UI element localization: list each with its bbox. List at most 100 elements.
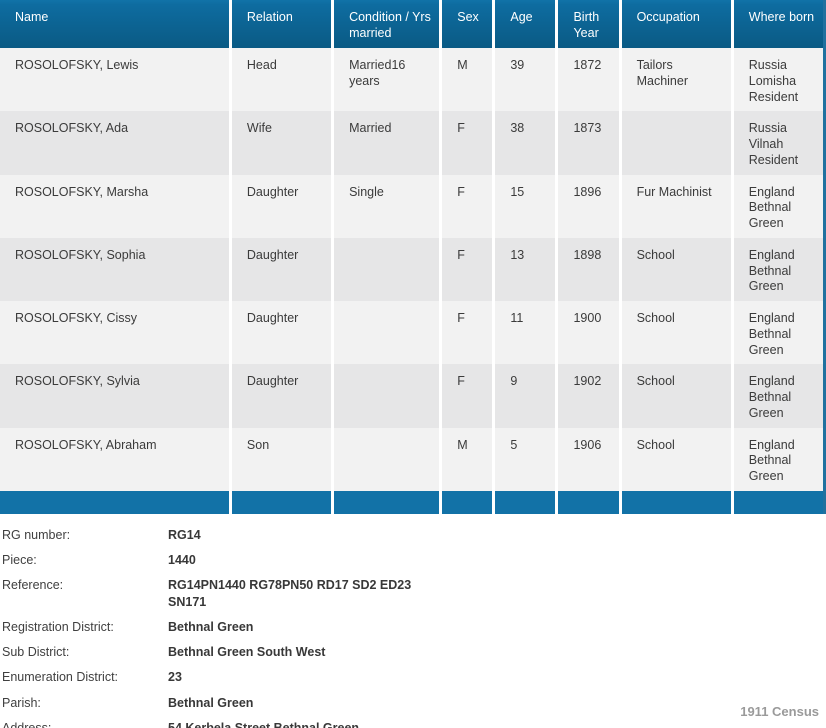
cell-age: 13 [492, 237, 557, 301]
detail-value: RG14PN1440 RG78PN50 RD17 SD2 ED23 SN171 [168, 578, 412, 609]
detail-label: Piece: [2, 553, 37, 567]
detail-value: Bethnal Green South West [168, 645, 326, 659]
table-row: ROSOLOFSKY, Sophia Daughter F 13 1898 Sc… [0, 237, 825, 301]
cell-birth-year: 1906 [555, 427, 621, 491]
detail-label: Address: [2, 720, 52, 728]
cell-where-born: Russia Lomisha Resident [730, 48, 825, 112]
cell-sex: M [439, 48, 494, 112]
table-row: ROSOLOFSKY, Abraham Son M 5 1906 School … [0, 427, 825, 491]
detail-value: RG14 [168, 527, 201, 542]
cell-condition [331, 427, 441, 491]
cell-age: 11 [492, 301, 557, 365]
detail-label: Reference: [2, 578, 64, 593]
cell-occupation: Tailors Machiner [618, 48, 733, 112]
cell-relation: Son [228, 427, 333, 491]
cell-condition [331, 364, 441, 428]
cell-age: 39 [492, 48, 557, 112]
cell-birth-year: 1902 [555, 364, 621, 428]
cell-condition [331, 301, 441, 365]
cell-sex: F [439, 237, 494, 301]
cell-age: 5 [492, 427, 557, 491]
census-table-footer-bar [0, 490, 825, 514]
detail-row-parish: Parish: Bethnal Green [2, 695, 826, 711]
footer-bar-row [0, 490, 825, 514]
column-header-relation: Relation [228, 0, 333, 48]
cell-age: 38 [492, 111, 557, 175]
cell-where-born: England Bethnal Green [730, 427, 825, 491]
detail-row-rg-number: RG number: RG14 [2, 527, 826, 543]
detail-row-enumeration-district: Enumeration District: 23 [2, 669, 826, 685]
cell-condition: Single [331, 174, 441, 238]
cell-sex: F [439, 364, 494, 428]
census-table-body: ROSOLOFSKY, Lewis Head Married16 years M… [0, 48, 825, 491]
cell-name: ROSOLOFSKY, Marsha [0, 174, 231, 238]
detail-row-piece: Piece: 1440 [2, 552, 826, 568]
detail-label: RG number: [2, 527, 71, 542]
header-row: Name Relation Condition / Yrs married Se… [0, 0, 825, 48]
cell-relation: Daughter [228, 237, 333, 301]
cell-condition [331, 237, 441, 301]
detail-label: Parish: [2, 695, 41, 710]
cell-sex: M [439, 427, 494, 491]
cell-birth-year: 1872 [555, 48, 621, 112]
cell-relation: Head [228, 48, 333, 112]
cell-relation: Daughter [228, 364, 333, 428]
cell-sex: F [439, 174, 494, 238]
cell-occupation: Fur Machinist [618, 174, 733, 238]
cell-birth-year: 1873 [555, 111, 621, 175]
cell-occupation: School [618, 427, 733, 491]
cell-birth-year: 1898 [555, 237, 621, 301]
record-details: RG number: RG14 Piece: 1440 Reference: R… [0, 514, 826, 728]
column-header-where-born: Where born [730, 0, 825, 48]
table-row: ROSOLOFSKY, Ada Wife Married F 38 1873 R… [0, 111, 825, 175]
cell-occupation: School [618, 237, 733, 301]
detail-row-reference: Reference: RG14PN1440 RG78PN50 RD17 SD2 … [2, 577, 826, 610]
cell-sex: F [439, 111, 494, 175]
table-row: ROSOLOFSKY, Marsha Daughter Single F 15 … [0, 174, 825, 238]
cell-name: ROSOLOFSKY, Lewis [0, 48, 231, 112]
cell-relation: Wife [228, 111, 333, 175]
cell-name: ROSOLOFSKY, Sylvia [0, 364, 231, 428]
cell-condition: Married [331, 111, 441, 175]
detail-value: 54 Kerbela Street Bethnal Green [168, 720, 360, 728]
cell-name: ROSOLOFSKY, Ada [0, 111, 231, 175]
census-table: Name Relation Condition / Yrs married Se… [0, 0, 826, 514]
detail-row-sub-district: Sub District: Bethnal Green South West [2, 644, 826, 660]
detail-label: Sub District: [2, 645, 70, 659]
table-row: ROSOLOFSKY, Lewis Head Married16 years M… [0, 48, 825, 112]
cell-occupation [618, 111, 733, 175]
cell-relation: Daughter [228, 174, 333, 238]
detail-value: Bethnal Green [168, 695, 254, 710]
cell-age: 15 [492, 174, 557, 238]
detail-row-registration-district: Registration District: Bethnal Green [2, 619, 826, 635]
cell-name: ROSOLOFSKY, Cissy [0, 301, 231, 365]
cell-name: ROSOLOFSKY, Abraham [0, 427, 231, 491]
cell-where-born: England Bethnal Green [730, 237, 825, 301]
cell-age: 9 [492, 364, 557, 428]
column-header-condition: Condition / Yrs married [331, 0, 441, 48]
cell-birth-year: 1900 [555, 301, 621, 365]
cell-occupation: School [618, 364, 733, 428]
table-row: ROSOLOFSKY, Cissy Daughter F 11 1900 Sch… [0, 301, 825, 365]
cell-name: ROSOLOFSKY, Sophia [0, 237, 231, 301]
detail-value: Bethnal Green [168, 619, 254, 634]
cell-where-born: Russia Vilnah Resident [730, 111, 825, 175]
column-header-name: Name [0, 0, 231, 48]
column-header-age: Age [492, 0, 557, 48]
cell-occupation: School [618, 301, 733, 365]
cell-birth-year: 1896 [555, 174, 621, 238]
cell-relation: Daughter [228, 301, 333, 365]
column-header-birth-year: Birth Year [555, 0, 621, 48]
census-table-header: Name Relation Condition / Yrs married Se… [0, 0, 825, 48]
census-brand-text: 1911 Census [740, 704, 819, 719]
cell-where-born: England Bethnal Green [730, 364, 825, 428]
column-header-occupation: Occupation [618, 0, 733, 48]
detail-value: 23 [168, 670, 182, 685]
detail-value: 1440 [168, 553, 196, 567]
detail-row-address: Address: 54 Kerbela Street Bethnal Green [2, 720, 826, 728]
cell-where-born: England Bethnal Green [730, 301, 825, 365]
table-row: ROSOLOFSKY, Sylvia Daughter F 9 1902 Sch… [0, 364, 825, 428]
cell-sex: F [439, 301, 494, 365]
column-header-sex: Sex [439, 0, 494, 48]
